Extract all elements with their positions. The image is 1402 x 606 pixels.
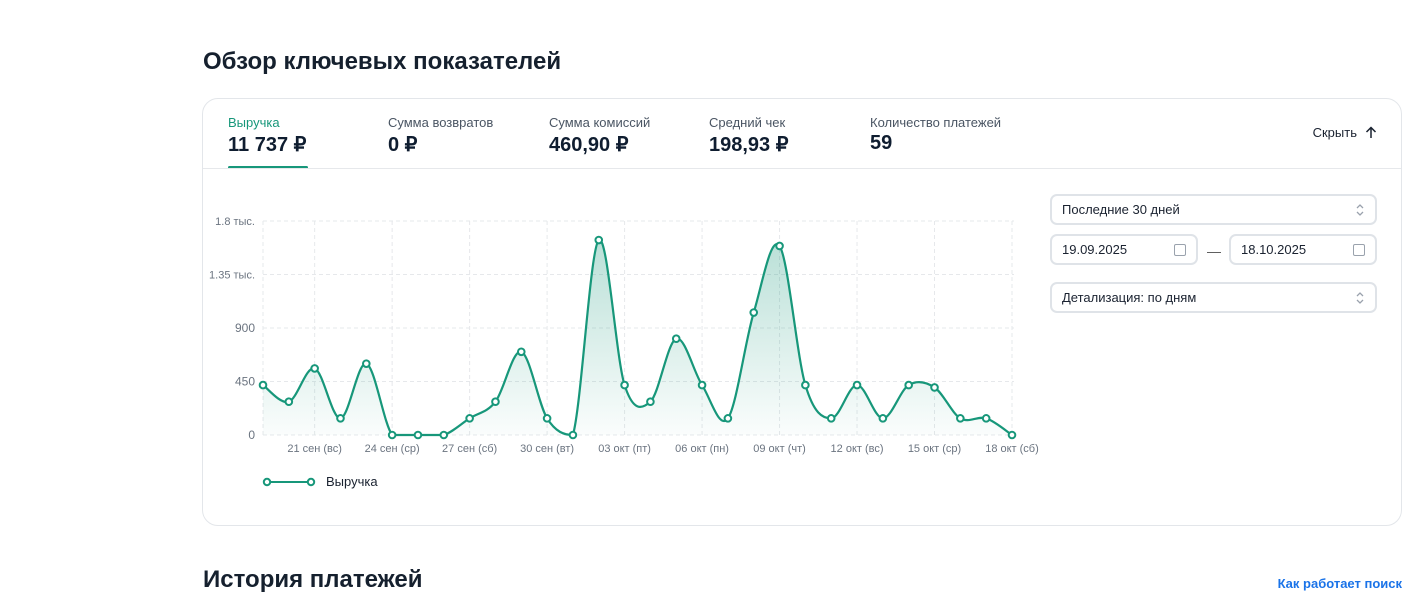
date-from-input[interactable]: 19.09.2025 [1050,234,1198,265]
data-point [671,334,681,344]
metric-label: Сумма возвратов [388,115,494,130]
data-point [284,397,294,407]
data-point [439,430,449,440]
series-area [263,239,1012,435]
x-tick-label: 18 окт (сб) [985,443,1039,455]
metrics-card: Выручка 11 737 ₽ Сумма возвратов 0 ₽ Сум… [202,98,1402,526]
metric-value: 59 [870,132,893,154]
x-tick-label: 12 окт (вс) [831,443,884,455]
x-tick-label: 06 окт (пн) [675,443,729,455]
date-from-value: 19.09.2025 [1062,242,1128,257]
y-tick-label: 1.8 тыс. [215,216,255,228]
data-point [516,347,526,357]
metric-value: 0 ₽ [388,134,418,156]
metric-value: 460,90 ₽ [549,134,629,156]
data-point [542,414,552,423]
metric-label: Количество платежей [870,115,1002,130]
calendar-icon [1174,243,1186,256]
calendar-icon [1353,243,1365,256]
tab-commissions[interactable]: Сумма комиссий 460,90 ₽ [549,115,650,157]
help-link[interactable]: Как работает поиск [1277,576,1402,591]
data-point [491,397,500,407]
data-point [258,380,268,390]
y-tick-label: 1.35 тыс. [209,270,255,282]
data-point [775,241,784,251]
y-tick-label: 450 [235,375,255,389]
metric-label: Средний чек [709,115,786,130]
x-tick-label: 30 сен (вт) [520,443,574,455]
divider [203,168,1401,169]
metric-value: 198,93 ₽ [709,134,789,156]
date-to-input[interactable]: 18.10.2025 [1229,234,1377,265]
chevron-updown-icon [1356,291,1364,304]
detail-select[interactable]: Детализация: по дням [1050,282,1377,313]
data-point [362,359,371,368]
hide-button[interactable]: Скрыть [1313,125,1377,140]
data-point [956,414,965,423]
metric-value: 11 737 ₽ [228,134,307,156]
data-point [465,414,474,423]
legend-label: Выручка [326,474,378,489]
history-title: История платежей [203,566,423,593]
active-tab-indicator [228,166,308,169]
data-point [594,235,604,245]
y-tick-label: 0 [248,428,255,442]
data-point [826,414,836,423]
data-point [646,397,655,407]
data-point [620,380,629,390]
x-tick-label: 21 сен (вс) [287,443,342,455]
tab-payments-count[interactable]: Количество платежей 59 [870,115,1001,155]
data-point [310,364,319,373]
x-tick-label: 24 сен (ср) [365,443,420,455]
metric-label: Сумма комиссий [549,115,651,130]
detail-value: Детализация: по дням [1062,290,1197,305]
data-point [723,414,733,423]
data-point [336,414,345,423]
legend-line-icon [262,477,316,486]
data-point [801,380,810,390]
period-value: Последние 30 дней [1062,202,1180,217]
x-tick-label: 15 окт (ср) [908,443,961,455]
x-tick-label: 09 окт (чт) [753,443,806,455]
metric-label: Выручка [228,115,280,130]
tab-revenue[interactable]: Выручка 11 737 ₽ [228,115,306,157]
page-title: Обзор ключевых показателей [203,48,562,75]
data-point [749,308,759,317]
tab-refunds[interactable]: Сумма возвратов 0 ₽ [388,115,493,157]
data-point [852,380,862,390]
y-tick-label: 900 [235,321,255,335]
data-point [904,380,913,390]
tab-average-check[interactable]: Средний чек 198,93 ₽ [709,115,788,157]
chart-legend[interactable]: Выручка [262,474,378,489]
date-separator: — [1207,243,1221,259]
x-tick-label: 27 сен (сб) [442,443,497,455]
data-point [981,414,991,423]
x-tick-label: 03 окт (пт) [598,443,651,455]
arrow-up-icon [1365,126,1377,138]
data-point [413,430,423,440]
period-select[interactable]: Последние 30 дней [1050,194,1377,225]
chevron-updown-icon [1356,203,1364,216]
data-point [697,380,707,390]
hide-label: Скрыть [1312,125,1357,140]
data-point [930,383,939,392]
data-point [878,414,888,423]
data-point [1007,430,1017,440]
data-point [568,430,578,440]
data-point [387,430,397,440]
date-to-value: 18.10.2025 [1241,242,1307,257]
